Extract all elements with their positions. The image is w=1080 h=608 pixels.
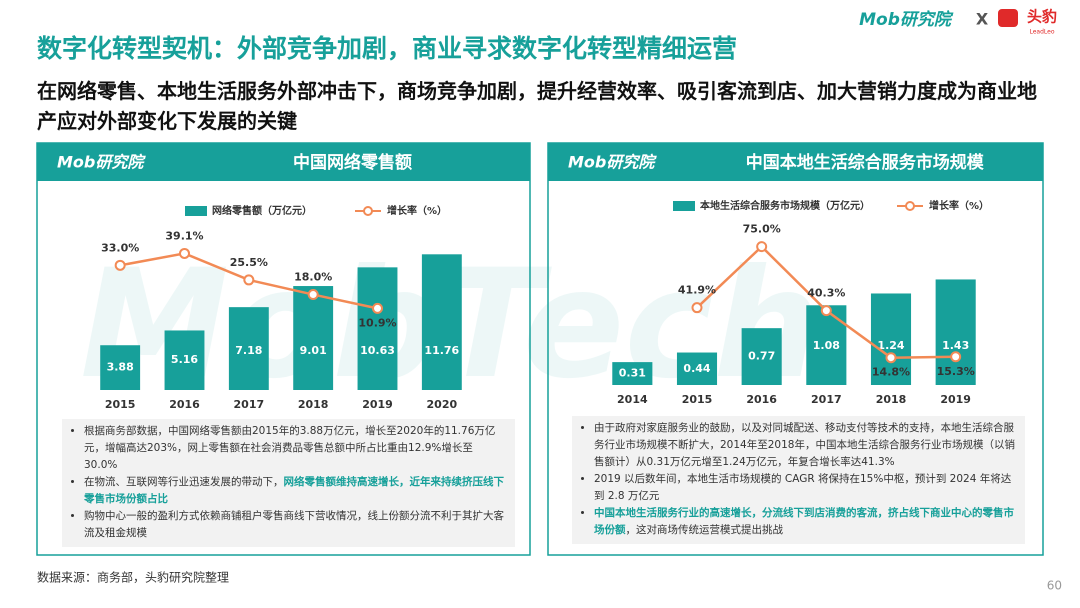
legend-label: 网络零售额（万亿元） [212, 204, 312, 217]
note-text: 中国本地生活服务行业的高速增长，分流线下到店消费的客流，挤占线下商业中心的零售市… [594, 507, 1014, 536]
source: 数据来源：商务部，头豹研究院整理 [37, 570, 229, 585]
legend-swatch [185, 206, 207, 216]
note-text: 2019 以后数年间，本地生活市场规模的 CAGR 将保持在15%中枢，预计到 … [594, 473, 1012, 502]
notes-box: 由于政府对家庭服务业的鼓励，以及对同城配送、移动支付等技术的支持，本地生活综合服… [572, 416, 1025, 544]
bar [612, 362, 653, 385]
partner-sub: LeadLeo [1029, 29, 1054, 36]
line-marker [243, 274, 255, 286]
partner-icon [998, 9, 1018, 27]
bar-value-label: 3.88 [107, 361, 134, 374]
bar [357, 267, 398, 390]
bar-value-label: 1.08 [813, 339, 840, 352]
note: 由于政府对家庭服务业的鼓励，以及对同城配送、移动支付等技术的支持，本地生活综合服… [594, 420, 1015, 471]
bar [935, 279, 976, 385]
bar-value-label: 1.24 [877, 339, 904, 352]
legend-label: 增长率（%） [387, 204, 447, 217]
x-tick-label: 2016 [169, 398, 200, 411]
panel-brand: Mob研究院 [57, 153, 146, 172]
line-marker [756, 241, 768, 253]
note: 中国本地生活服务行业的高速增长，分流线下到店消费的客流，挤占线下商业中心的零售市… [594, 505, 1015, 539]
legend-label: 增长率（%） [929, 199, 989, 212]
line-value-label: 25.5% [230, 256, 268, 269]
bar [806, 305, 847, 385]
line-value-label: 75.0% [743, 223, 781, 236]
bar [100, 345, 141, 390]
x-tick-label: 2018 [298, 398, 329, 411]
x-tick-label: 2017 [811, 393, 842, 406]
line-marker [885, 352, 897, 364]
bar [741, 328, 782, 385]
page-number: 60 [1047, 579, 1062, 593]
x-tick-label: 2014 [617, 393, 648, 406]
x-tick-label: 2019 [362, 398, 393, 411]
legend-swatch [673, 201, 695, 211]
x-tick-label: 2016 [746, 393, 777, 406]
partner-logo: 头豹 [1027, 8, 1057, 26]
note: 购物中心一般的盈利方式依赖商铺租户零售商线下营收情况，线上份额分流不利于其扩大客… [84, 508, 505, 542]
note-text: 购物中心一般的盈利方式依赖商铺租户零售商线下营收情况，线上份额分流不利于其扩大客… [84, 510, 504, 539]
x-tick-label: 2017 [234, 398, 265, 411]
line-marker [691, 302, 703, 314]
x-tick-label: 2015 [105, 398, 136, 411]
line-value-label: 14.8% [872, 366, 910, 379]
note-text: 根据商务部数据，中国网络零售额由2015年的3.88万亿元，增长至2020年的1… [84, 425, 496, 471]
notes-list: 由于政府对家庭服务业的鼓励，以及对同城配送、移动支付等技术的支持，本地生活综合服… [594, 420, 1015, 539]
line-value-label: 41.9% [678, 284, 716, 297]
line-marker [372, 302, 383, 314]
bar-value-label: 10.63 [360, 344, 395, 357]
bar [676, 352, 718, 385]
notes-list: 根据商务部数据，中国网络零售额由2015年的3.88万亿元，增长至2020年的1… [84, 423, 505, 542]
note-text: 网络零售额维持高速增长，近年来持续挤压线下零售市场份额占比 [84, 476, 504, 505]
bar-value-label: 1.43 [942, 339, 969, 352]
bar-value-label: 11.76 [424, 344, 459, 357]
panel-title: 中国网络零售额 [293, 152, 412, 173]
bar-value-label: 9.01 [300, 344, 327, 357]
bar [164, 330, 205, 390]
note: 在物流、互联网等行业迅速发展的带动下，网络零售额维持高速增长，近年来持续挤压线下… [84, 474, 505, 508]
bar [421, 254, 462, 390]
bar-value-label: 7.18 [235, 344, 262, 357]
bar [870, 293, 912, 385]
panel-header [37, 143, 530, 181]
note-text: ，这对商场传统运营模式提出挑战 [625, 524, 784, 536]
slide-title: 数字化转型契机：外部竞争加剧，商业寻求数字化转型精细运营 [37, 34, 737, 63]
note: 2019 以后数年间，本地生活市场规模的 CAGR 将保持在15%中枢，预计到 … [594, 471, 1015, 505]
x-tick-label: 2015 [682, 393, 713, 406]
bar-value-label: 5.16 [171, 353, 198, 366]
bar-value-label: 0.31 [619, 367, 646, 380]
bar-value-label: 0.77 [748, 350, 775, 363]
panel-brand: Mob研究院 [568, 153, 657, 172]
line-value-label: 33.0% [101, 241, 139, 254]
line-value-label: 40.3% [807, 287, 845, 300]
line-marker [179, 247, 190, 259]
panel-header [548, 143, 1043, 181]
brand-logo: Mob研究院 [859, 10, 954, 30]
panel-title: 中国本地生活综合服务市场规模 [746, 152, 985, 173]
x-tick-label: 2018 [876, 393, 907, 406]
line-value-label: 18.0% [294, 271, 332, 284]
line-marker [820, 305, 832, 317]
bar [228, 307, 269, 390]
slide-subtitle: 在网络零售、本地生活服务外部冲击下，商场竞争加剧，提升经营效率、吸引客流到店、加… [37, 79, 1037, 133]
cross: X [976, 10, 989, 29]
bar-value-label: 0.44 [683, 362, 710, 375]
line-value-label: 10.9% [358, 316, 396, 329]
note-text: 由于政府对家庭服务业的鼓励，以及对同城配送、移动支付等技术的支持，本地生活综合服… [594, 422, 1015, 468]
legend-marker [905, 201, 915, 211]
legend-marker [363, 206, 373, 216]
x-tick-label: 2020 [427, 398, 458, 411]
note: 根据商务部数据，中国网络零售额由2015年的3.88万亿元，增长至2020年的1… [84, 423, 505, 474]
line-marker [114, 259, 126, 271]
notes-box: 根据商务部数据，中国网络零售额由2015年的3.88万亿元，增长至2020年的1… [62, 419, 515, 547]
line-marker [307, 289, 319, 301]
line-value-label: 39.1% [165, 229, 203, 242]
x-tick-label: 2019 [940, 393, 971, 406]
line-marker [950, 351, 962, 363]
note-text: 在物流、互联网等行业迅速发展的带动下， [84, 476, 284, 488]
bar [293, 286, 334, 390]
line-value-label: 15.3% [937, 365, 975, 378]
legend-label: 本地生活综合服务市场规模（万亿元） [700, 199, 870, 212]
